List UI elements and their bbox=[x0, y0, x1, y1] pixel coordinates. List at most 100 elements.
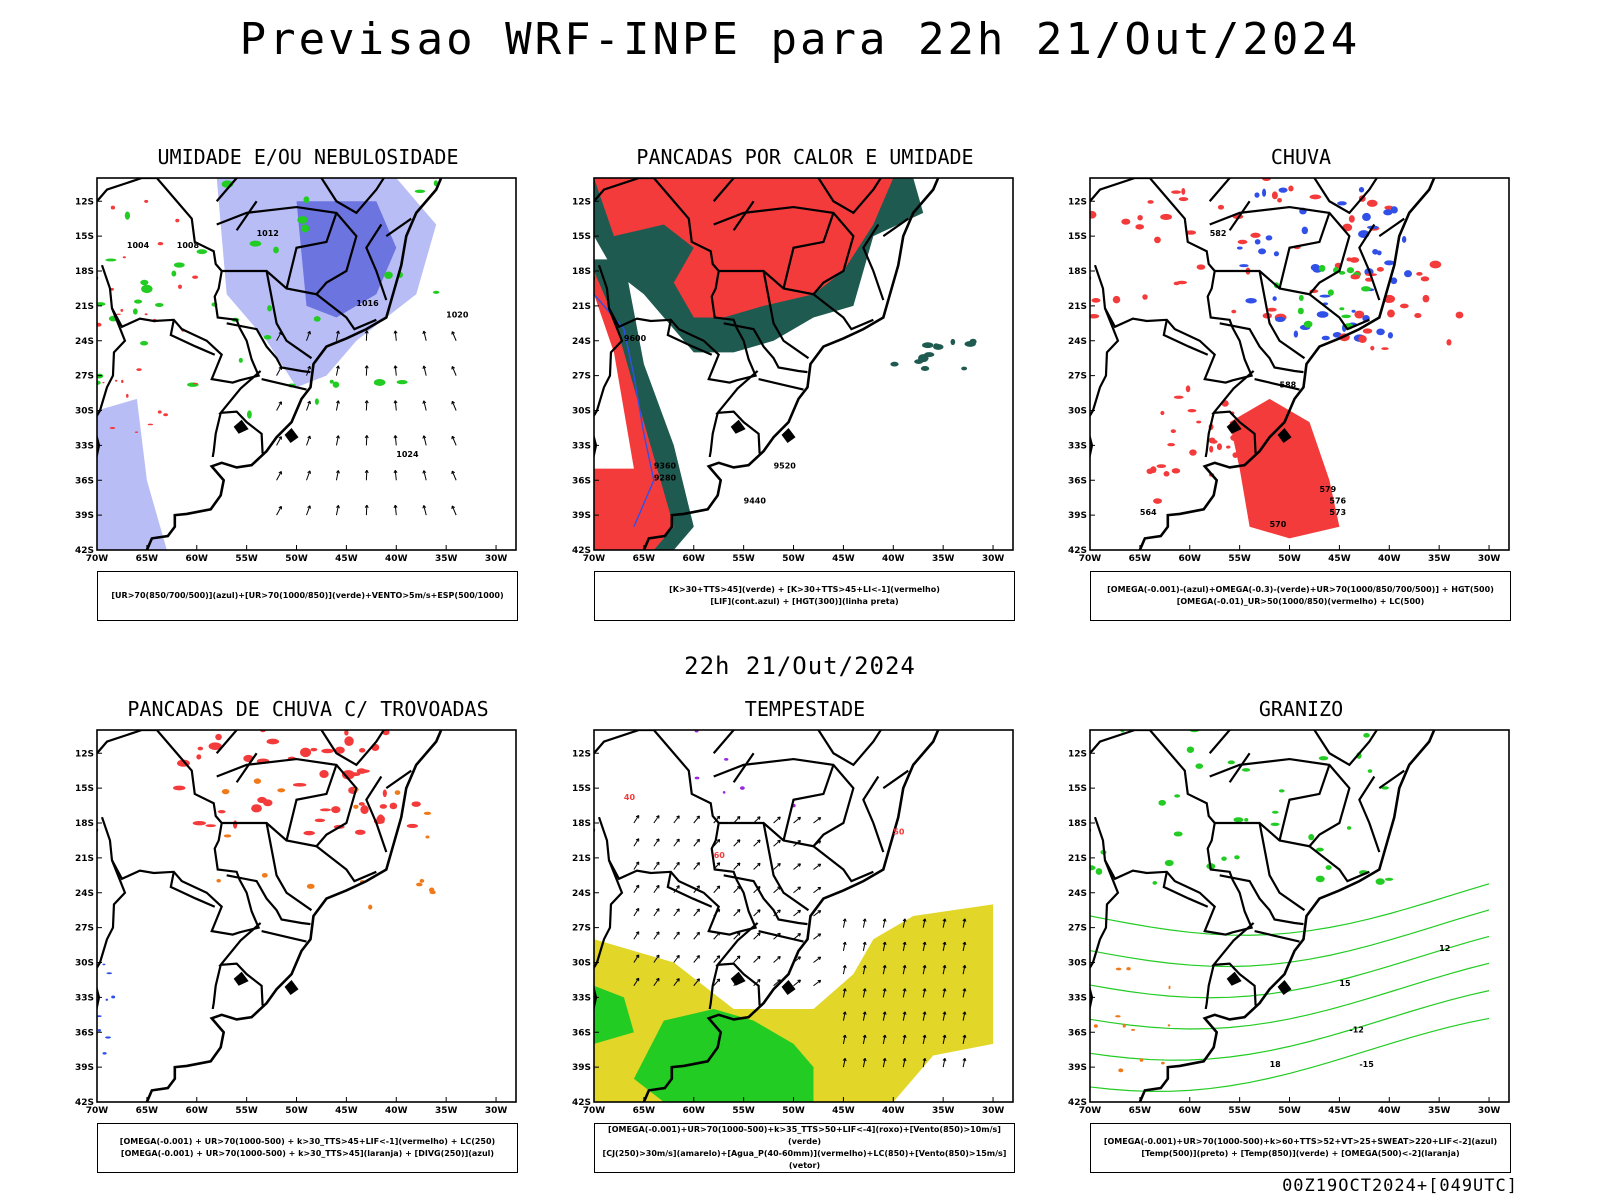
wind-vector bbox=[813, 886, 821, 894]
rain-red-south-cells-cell bbox=[1173, 395, 1184, 399]
lat-tick-label: 24S bbox=[75, 889, 94, 899]
wind-vector-head bbox=[307, 435, 311, 440]
rain-red-south-cells-cell bbox=[1187, 408, 1197, 413]
temp850-cells-cell bbox=[1318, 756, 1329, 761]
lat-tick-label: 15S bbox=[75, 784, 94, 794]
wind-vector bbox=[813, 910, 821, 917]
wind-vector-east bbox=[902, 1034, 906, 1044]
humidity-green-cell bbox=[273, 246, 279, 254]
wind-vector-head bbox=[635, 838, 640, 842]
storm-red-cell bbox=[341, 770, 355, 780]
border-line bbox=[1308, 845, 1370, 883]
wind-vector-east-head bbox=[882, 1011, 887, 1015]
wind-vector bbox=[813, 817, 821, 824]
lat-tick-label: 21S bbox=[75, 302, 94, 312]
rain-red-south bbox=[1229, 398, 1340, 539]
border-line bbox=[1208, 178, 1233, 202]
contour-label: 573 bbox=[1329, 508, 1346, 517]
wind-vector-east-head bbox=[882, 964, 887, 969]
wind-vector-head bbox=[393, 400, 398, 404]
wind-vector-head bbox=[716, 862, 721, 866]
lon-tick-label: 50W bbox=[782, 554, 805, 564]
legend-line: [Temp(500)](preto) + [Temp(850)](verde) … bbox=[1141, 1149, 1460, 1158]
storm-red-cell bbox=[357, 769, 370, 773]
wind-vector-head bbox=[364, 435, 369, 439]
storm-red-cell bbox=[379, 804, 388, 809]
border-line bbox=[1090, 859, 1120, 1012]
border-line bbox=[817, 730, 883, 767]
panel-title-granizo: GRANIZO bbox=[1258, 697, 1344, 721]
border-line bbox=[215, 730, 240, 754]
wind-vector-head bbox=[817, 910, 822, 914]
storm-red-cell bbox=[215, 733, 222, 741]
wind-vector-head bbox=[817, 863, 822, 868]
rain-blue-cell bbox=[1254, 239, 1261, 245]
border-line bbox=[1162, 319, 1209, 356]
border-line bbox=[320, 730, 386, 767]
rain-red-south-cells-cell bbox=[1209, 445, 1214, 453]
wind-vector-east bbox=[942, 988, 946, 998]
rain-blue-cell bbox=[1404, 270, 1412, 278]
wind-vector bbox=[335, 400, 339, 411]
storm-red-cell bbox=[406, 823, 419, 828]
instability-green-east-cell bbox=[923, 352, 935, 358]
wind-vector bbox=[633, 815, 640, 824]
panel-title-chuva: CHUVA bbox=[1270, 145, 1332, 169]
rain-red-south-cells-cell bbox=[1160, 410, 1165, 416]
severe-purple-cell bbox=[739, 786, 745, 790]
page-title: Previsao WRF-INPE para 22h 21/Out/2024 bbox=[239, 14, 1361, 65]
rain-red-south-cells-cell bbox=[1153, 498, 1162, 504]
wind-vector bbox=[693, 862, 700, 870]
rain-red-north-cell bbox=[1217, 204, 1225, 210]
lat-tick-label: 36S bbox=[1068, 1028, 1087, 1038]
instability-green-east-cell bbox=[890, 361, 899, 367]
plot-frame bbox=[96, 729, 517, 1103]
storm-red-cell bbox=[208, 742, 222, 750]
wind-vector bbox=[451, 435, 457, 446]
thickness-red-cell bbox=[144, 313, 148, 316]
wind-vector bbox=[673, 862, 680, 870]
wind-vector-head bbox=[336, 435, 340, 439]
storm-red-cell bbox=[310, 747, 318, 752]
wind-vector-east bbox=[922, 988, 926, 998]
rain-green-cell bbox=[1361, 286, 1371, 292]
wind-vector-head bbox=[716, 885, 721, 890]
wind-vector-east-head bbox=[962, 964, 967, 969]
panel-title-tempestade: TEMPESTADE bbox=[744, 697, 866, 721]
wind-vector-east-head bbox=[902, 1034, 907, 1039]
map-chuva: 582 588 579 576 573 570 564 12S 15S 18S 21S 24S 27S 3… bbox=[1068, 177, 1510, 564]
wind-vector-head bbox=[716, 839, 721, 843]
omega-orange-cell bbox=[1115, 1015, 1121, 1018]
humidity-green-cell bbox=[373, 379, 386, 386]
wind-vector-head bbox=[656, 838, 660, 842]
rain-green-cell bbox=[1297, 307, 1304, 315]
border-line bbox=[708, 412, 719, 458]
wind-vector-head bbox=[336, 365, 340, 369]
wind-vector-east bbox=[962, 941, 966, 951]
legend-pancadas-calor: [K>30+TTS>45](verde) + [K>30+TTS>45+LI<-… bbox=[594, 571, 1015, 621]
border-line bbox=[715, 370, 761, 454]
temp850-cells-cell bbox=[1315, 847, 1324, 852]
border-line bbox=[862, 223, 885, 301]
contour-label: 1024 bbox=[396, 450, 419, 459]
lake bbox=[1277, 979, 1292, 996]
wind-vector-east bbox=[922, 965, 926, 975]
legend-line: [UR>70(850/700/500)](azul)+[UR>70(1000/8… bbox=[111, 591, 504, 600]
wind-vector-east-head bbox=[842, 964, 847, 969]
border-line bbox=[1278, 212, 1331, 289]
humidity-green-cell bbox=[171, 270, 177, 277]
wind-vector-head bbox=[422, 365, 427, 369]
contour-label: -15 bbox=[1359, 1060, 1374, 1069]
wind-vector-head bbox=[656, 931, 660, 935]
lat-tick-label: 15S bbox=[75, 232, 94, 242]
rain-green-cell bbox=[1298, 294, 1304, 302]
wind-vector-head bbox=[656, 954, 660, 959]
wind-vector-east bbox=[842, 1058, 846, 1068]
wind-vector-head bbox=[797, 886, 801, 891]
omega-orange bbox=[1090, 967, 1171, 1073]
temp850-cells-cell bbox=[1090, 865, 1096, 871]
storm-red-cell bbox=[319, 770, 329, 779]
lat-tick-label: 18S bbox=[1068, 267, 1087, 277]
border-line bbox=[1090, 730, 1254, 936]
thickness-red-cell bbox=[192, 382, 198, 385]
